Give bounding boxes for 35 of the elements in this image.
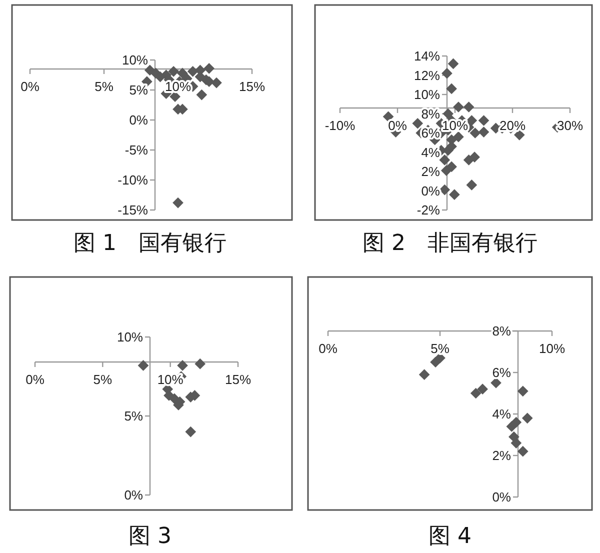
x-tick-label: 0% <box>26 372 45 387</box>
x-tick-label: 15% <box>224 372 252 387</box>
y-tick-label: -2% <box>416 202 440 218</box>
text: 图 1 国有银行 <box>74 231 226 256</box>
x-tick-label: 0% <box>20 79 40 94</box>
x-tick-label: 0% <box>388 118 408 133</box>
y-tick-label: 8% <box>492 324 512 339</box>
y-tick-label: 4% <box>421 144 440 160</box>
y-tick-label: 12% <box>414 68 440 83</box>
x-tick-label: -10% <box>324 118 356 133</box>
y-tick-label: -5% <box>124 142 148 158</box>
y-tick-label: 0% <box>124 488 144 503</box>
y-tick-label: 14% <box>414 48 440 64</box>
y-tick-label: -10% <box>118 172 148 188</box>
x-tick-label: 5% <box>94 79 114 94</box>
x-tick-label: 10% <box>157 372 184 387</box>
text: 图 4 <box>428 524 472 549</box>
y-tick-label: 5% <box>124 408 144 424</box>
text: 图 3 <box>128 524 172 549</box>
y-tick-label: 4% <box>492 406 512 422</box>
y-tick-label: 0% <box>421 183 440 198</box>
y-tick-label: 6% <box>492 365 512 380</box>
x-tick-label: 15% <box>238 79 266 94</box>
text: 图 2 非国有银行 <box>362 231 538 256</box>
y-tick-label: -15% <box>118 202 148 218</box>
y-tick-label: 2% <box>492 448 512 464</box>
x-tick-label: 0% <box>318 341 338 356</box>
x-tick-label: 10% <box>538 341 566 356</box>
x-tick-label: 5% <box>93 372 112 387</box>
y-tick-label: 10% <box>122 52 148 68</box>
y-tick-label: 8% <box>421 106 440 122</box>
x-tick-label: 5% <box>430 341 450 356</box>
y-tick-label: 0% <box>492 490 512 505</box>
y-tick-label: 10% <box>116 330 144 345</box>
y-tick-label: 2% <box>421 164 440 180</box>
